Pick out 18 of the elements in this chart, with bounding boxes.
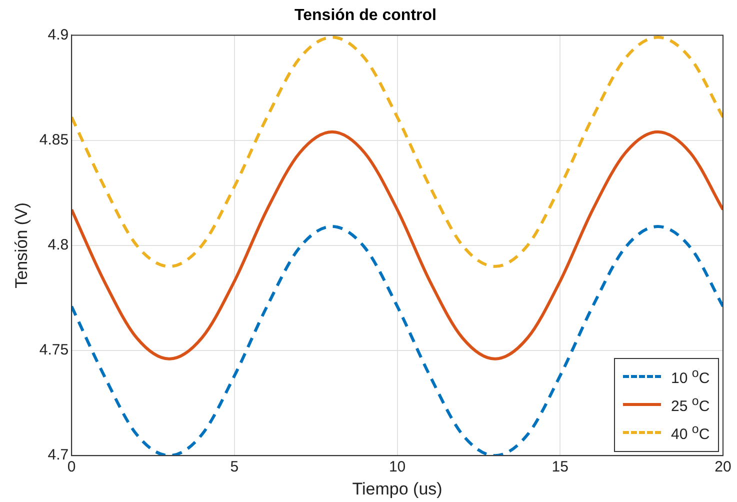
line-series [72, 36, 723, 268]
legend-label: 25 $^{o}$C [671, 394, 710, 416]
x-tick-label: 20 [714, 458, 732, 476]
x-tick-label: 15 [552, 458, 568, 476]
y-tick-label: 4.8 [48, 236, 69, 254]
chart-title: Tensión de control [294, 7, 436, 24]
y-tick-label: 4.85 [39, 131, 69, 148]
x-tick-label: 0 [67, 458, 76, 476]
x-tick-label: 5 [230, 458, 239, 476]
legend-label: 40 $^{o}$C [671, 422, 710, 444]
y-tick-label: 4.7 [48, 446, 69, 464]
y-tick-label: 4.75 [39, 342, 69, 359]
x-axis-title: Tiempo (us) [352, 479, 442, 498]
line-series [72, 130, 723, 360]
legend-label: 10 $^{o}$C [671, 366, 710, 388]
y-tick-label: 4.9 [48, 26, 69, 44]
y-axis-title: Tensión (V) [12, 202, 31, 288]
x-tick-label: 10 [388, 458, 406, 476]
